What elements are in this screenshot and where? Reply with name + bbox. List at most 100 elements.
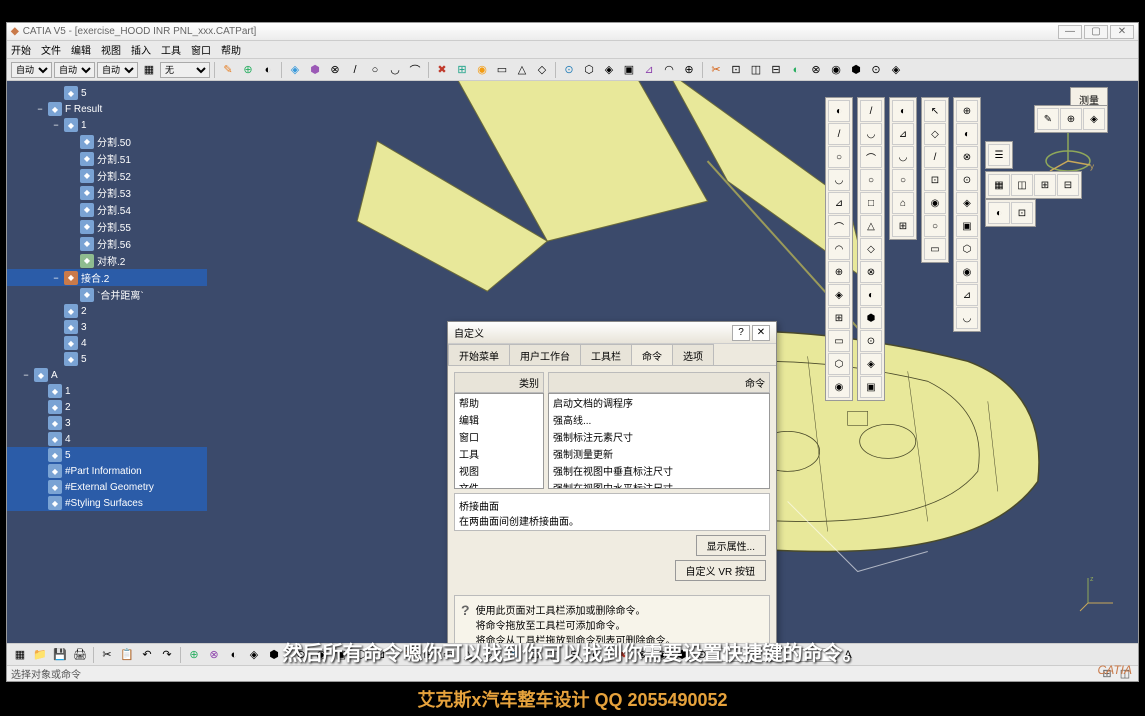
tree-item[interactable]: ◆#Styling Surfaces — [7, 495, 207, 511]
tb-icon[interactable]: ⊡ — [727, 61, 745, 79]
tree-item[interactable]: ◆5 — [7, 351, 207, 367]
tool-button[interactable]: ◠ — [828, 238, 850, 260]
close-button[interactable]: ✕ — [1110, 25, 1134, 39]
list-row[interactable]: 启动文档的调程序 — [549, 394, 769, 411]
tool-button[interactable]: / — [828, 123, 850, 145]
tool-button[interactable]: ⊡ — [924, 169, 946, 191]
tb-icon[interactable]: ◈ — [600, 61, 618, 79]
tool-button[interactable]: / — [924, 146, 946, 168]
tool-button[interactable]: ◉ — [956, 261, 978, 283]
menu-file[interactable]: 文件 — [41, 42, 61, 57]
list-row[interactable]: 编辑 — [455, 411, 543, 428]
list-row[interactable]: 强制在视图中垂直标注尺寸 — [549, 462, 769, 479]
tb-icon[interactable]: ◈ — [887, 61, 905, 79]
tb-color-icon[interactable]: ▦ — [140, 61, 158, 79]
tb-icon[interactable]: ⬢ — [847, 61, 865, 79]
tool-button[interactable]: ⬢ — [860, 307, 882, 329]
tree-item[interactable]: −◆接合.2 — [7, 269, 207, 286]
tree-item[interactable]: ◆`合并距离` — [7, 286, 207, 303]
tool-button[interactable]: ○ — [924, 215, 946, 237]
tree-item[interactable]: ◆4 — [7, 335, 207, 351]
tb-icon[interactable]: ⬢ — [306, 61, 324, 79]
tool-button[interactable]: ◡ — [956, 307, 978, 329]
tree-item[interactable]: −◆1 — [7, 117, 207, 133]
tb-icon[interactable]: ◇ — [533, 61, 551, 79]
tool-button[interactable]: ⊙ — [956, 169, 978, 191]
select-2[interactable]: 自动 — [54, 62, 95, 78]
tool-button[interactable]: ⊞ — [1034, 174, 1056, 196]
tool-button[interactable]: ◈ — [956, 192, 978, 214]
tool-button[interactable]: ↖ — [924, 100, 946, 122]
tool-button[interactable]: ✎ — [1037, 108, 1059, 130]
tool-button[interactable]: ⊿ — [892, 123, 914, 145]
menu-edit[interactable]: 编辑 — [71, 42, 91, 57]
tree-item[interactable]: ◆#External Geometry — [7, 479, 207, 495]
tool-button[interactable]: ◐ — [892, 100, 914, 122]
feature-tree[interactable]: ◆5−◆F Result−◆1◆分割.50◆分割.51◆分割.52◆分割.53◆… — [7, 81, 207, 643]
tree-item[interactable]: ◆3 — [7, 415, 207, 431]
dialog-tab[interactable]: 工具栏 — [580, 344, 632, 365]
tool-button[interactable]: ◐ — [860, 284, 882, 306]
tb-icon[interactable]: ◡ — [386, 61, 404, 79]
tb-icon[interactable]: ✖ — [433, 61, 451, 79]
tool-button[interactable]: ◡ — [828, 169, 850, 191]
tool-button[interactable]: ◇ — [924, 123, 946, 145]
menu-view[interactable]: 视图 — [101, 42, 121, 57]
tb-icon[interactable]: / — [346, 61, 364, 79]
menu-start[interactable]: 开始 — [11, 42, 31, 57]
tool-button[interactable]: ⊗ — [860, 261, 882, 283]
tool-button[interactable]: ⊟ — [1057, 174, 1079, 196]
menu-window[interactable]: 窗口 — [191, 42, 211, 57]
tool-button[interactable]: ▭ — [828, 330, 850, 352]
tree-item[interactable]: ◆3 — [7, 319, 207, 335]
tool-button[interactable]: ⊗ — [956, 146, 978, 168]
list-row[interactable]: 强制测量更新 — [549, 445, 769, 462]
dialog-tab[interactable]: 选项 — [672, 344, 714, 365]
list-row[interactable]: 强制在视图中水平标注尺寸 — [549, 479, 769, 489]
tool-button[interactable]: ◉ — [828, 376, 850, 398]
tb-icon[interactable]: ⊙ — [867, 61, 885, 79]
tool-button[interactable]: ⊞ — [892, 215, 914, 237]
tool-button[interactable]: ◈ — [860, 353, 882, 375]
tool-button[interactable]: ○ — [828, 146, 850, 168]
tb-icon[interactable]: ⊕ — [680, 61, 698, 79]
tree-item[interactable]: ◆分割.55 — [7, 218, 207, 235]
toolbox-8[interactable]: ◐⊡ — [985, 199, 1036, 227]
tb-icon[interactable]: ◐ — [259, 61, 277, 79]
tool-button[interactable]: ◉ — [924, 192, 946, 214]
tool-button[interactable]: ◐ — [988, 202, 1010, 224]
tool-button[interactable]: ☰ — [988, 144, 1010, 166]
tree-item[interactable]: ◆1 — [7, 383, 207, 399]
tool-button[interactable]: □ — [860, 192, 882, 214]
toolbox-5[interactable]: ⊕◐⊗⊙◈▣⬡◉⊿◡ — [953, 97, 981, 332]
tb-icon[interactable]: ✂ — [707, 61, 725, 79]
select-1[interactable]: 自动 — [11, 62, 52, 78]
tb-icon[interactable]: ⊗ — [807, 61, 825, 79]
tree-item[interactable]: ◆分割.53 — [7, 184, 207, 201]
tb-icon[interactable]: ⊟ — [767, 61, 785, 79]
tree-item[interactable]: ◆2 — [7, 303, 207, 319]
tb-icon[interactable]: ○ — [366, 61, 384, 79]
dialog-tab[interactable]: 开始菜单 — [448, 344, 510, 365]
minimize-button[interactable]: — — [1058, 25, 1082, 39]
tb-icon[interactable]: ◠ — [660, 61, 678, 79]
tb-icon[interactable]: ◉ — [473, 61, 491, 79]
list-row[interactable]: 文件 — [455, 479, 543, 489]
tree-item[interactable]: −◆A — [7, 367, 207, 383]
show-props-button[interactable]: 显示属性... — [696, 535, 766, 556]
tree-item[interactable]: −◆F Result — [7, 101, 207, 117]
tool-button[interactable]: △ — [860, 215, 882, 237]
list-row[interactable]: 强高线... — [549, 411, 769, 428]
custom-vr-button[interactable]: 自定义 VR 按钮 — [675, 560, 766, 581]
tool-button[interactable]: ⊕ — [956, 100, 978, 122]
measure-toolbox[interactable]: ✎⊕◈ — [1034, 105, 1108, 133]
list-row[interactable]: 窗口 — [455, 428, 543, 445]
toolbox-2[interactable]: /◡⌒○□△◇⊗◐⬢⊙◈▣ — [857, 97, 885, 401]
tool-button[interactable]: ○ — [860, 169, 882, 191]
tb-icon[interactable]: ◉ — [827, 61, 845, 79]
tree-item[interactable]: ◆分割.52 — [7, 167, 207, 184]
maximize-button[interactable]: ▢ — [1084, 25, 1108, 39]
tool-button[interactable]: ▦ — [988, 174, 1010, 196]
tool-button[interactable]: ○ — [892, 169, 914, 191]
tool-button[interactable]: ⌒ — [860, 146, 882, 168]
